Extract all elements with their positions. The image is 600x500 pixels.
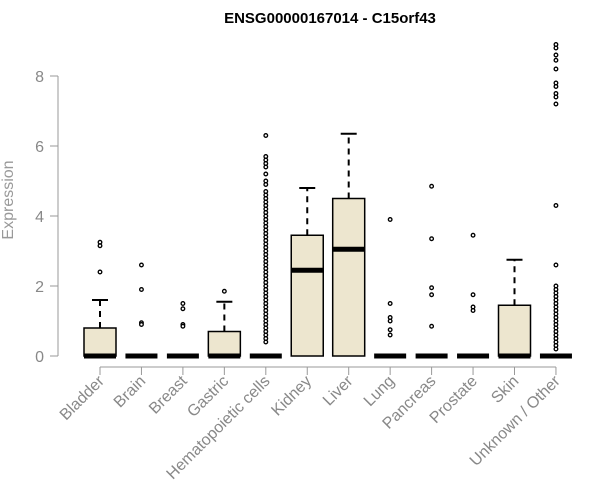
y-tick-label: 6 [35,139,44,156]
chart-title: ENSG00000167014 - C15orf43 [224,10,436,27]
x-tick-label: Kidney [268,373,315,420]
box-hematopoietic-cells [249,133,282,359]
box-rect [83,327,117,357]
outlier-point [553,101,559,107]
outlier-point [263,133,269,138]
outlier-point [180,301,186,306]
y-tick-label: 8 [35,69,44,86]
outlier-point [429,285,435,291]
box-lung [374,217,407,359]
box-kidney [290,187,324,357]
outlier-point [387,318,393,324]
outlier-point [429,236,435,242]
outlier-point [553,346,559,352]
box-brain [125,262,158,359]
box-rect [497,304,532,357]
box-skin [497,258,532,359]
outlier-point [387,332,393,338]
y-tick-label: 2 [35,279,44,296]
outlier-point [429,183,435,189]
y-axis-label: Expression [0,160,17,239]
outlier-point [387,217,393,222]
outlier-point [470,292,476,298]
outlier-point [553,262,559,268]
outlier-point [429,292,435,298]
outlier-point [553,52,559,58]
outlier-point [138,287,144,292]
outlier-point [138,262,144,268]
outlier-point [263,164,269,170]
outlier-point [221,288,227,294]
y-tick-label: 0 [35,349,44,366]
outlier-point [263,339,269,345]
x-tick-label: Breast [146,372,191,417]
y-axis: 0 2 4 6 8 [35,69,59,366]
x-tick-label: Skin [488,373,522,407]
box-breast [166,301,199,359]
outlier-point [553,94,559,100]
box-rect [331,197,366,357]
outlier-point [553,45,559,51]
outlier-point [263,171,269,177]
outlier-point [553,84,559,89]
outlier-point [387,327,393,333]
outlier-point [97,269,103,275]
x-tick-label: Brain [111,373,149,411]
box-gastric [207,288,242,359]
box-bladder [83,239,117,359]
outlier-point [180,306,186,312]
outlier-point [470,232,476,238]
x-tick-label: Liver [320,372,357,409]
box-rect [290,234,324,357]
outlier-point [553,57,559,63]
box-group [83,42,572,359]
x-tick-label: Lung [361,373,398,410]
box-pancreas [415,183,448,359]
x-tick-label: Bladder [57,372,108,423]
outlier-point [97,243,103,249]
outlier-point [180,323,186,329]
box-unknown-other [539,42,572,359]
outlier-point [387,301,393,306]
box-rect [207,330,242,357]
box-prostate [457,232,490,359]
box-liver [331,132,366,357]
y-tick-label: 4 [35,209,44,226]
outlier-point [138,322,144,327]
outlier-point [263,182,269,187]
outlier-point [470,308,476,313]
outlier-point [429,323,435,329]
outlier-point [553,66,559,72]
outlier-point [553,203,559,208]
